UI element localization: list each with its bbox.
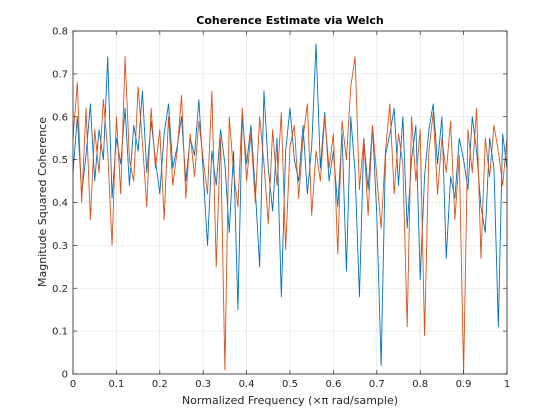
x-tick-label: 0 <box>70 379 76 390</box>
series-line-1 <box>72 43 508 366</box>
chart-title: Coherence Estimate via Welch <box>196 14 384 27</box>
series-line-2 <box>72 56 508 375</box>
y-tick-label: 0.1 <box>52 327 68 338</box>
ticks <box>72 30 508 375</box>
y-tick-labels: 0 0.1 0.2 0.3 0.4 0.5 0.6 0.7 0.8 <box>52 27 68 381</box>
y-tick-label: 0.7 <box>52 69 68 80</box>
y-tick-label: 0.2 <box>52 284 68 295</box>
series-layer <box>72 43 508 375</box>
x-tick-label: 0.3 <box>195 379 211 390</box>
x-tick-labels: 0 0.1 0.2 0.3 0.4 0.5 0.6 0.7 0.8 0.9 1 <box>70 379 510 390</box>
y-axis-label: Magnitude Squared Coherence <box>36 117 49 287</box>
x-tick-label: 0.8 <box>412 379 428 390</box>
y-tick-label: 0.3 <box>52 241 68 252</box>
x-axis-label: Normalized Frequency (×π rad/sample) <box>182 394 398 407</box>
x-tick-label: 1 <box>504 379 510 390</box>
y-tick-label: 0.6 <box>52 112 68 123</box>
x-tick-label: 0.6 <box>325 379 341 390</box>
x-tick-label: 0.7 <box>369 379 385 390</box>
x-tick-label: 0.9 <box>456 379 472 390</box>
x-tick-label: 0.1 <box>108 379 124 390</box>
x-tick-label: 0.4 <box>239 379 255 390</box>
y-tick-label: 0.4 <box>52 198 68 209</box>
x-tick-label: 0.5 <box>282 379 298 390</box>
x-tick-label: 0.2 <box>152 379 168 390</box>
y-tick-label: 0.5 <box>52 155 68 166</box>
y-tick-label: 0.8 <box>52 27 68 38</box>
y-tick-label: 0 <box>62 370 68 381</box>
